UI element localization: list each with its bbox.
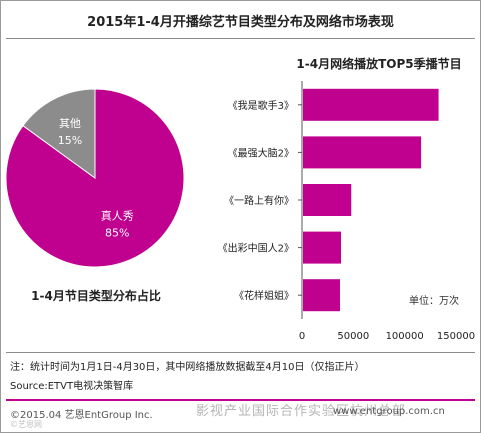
pie-slice-value: 15% bbox=[58, 134, 82, 147]
pie-slice-value: 85% bbox=[105, 227, 129, 240]
x-tick-label: 100000 bbox=[386, 331, 424, 342]
y-tick-label: 《花样姐姐》 bbox=[234, 289, 294, 302]
y-tick-label: 《最强大脑2》 bbox=[228, 146, 294, 159]
y-tick-label: 《出彩中国人2》 bbox=[218, 242, 294, 255]
bar bbox=[303, 184, 352, 216]
x-tick-label: 150000 bbox=[437, 331, 475, 342]
x-tick-label: 50000 bbox=[337, 331, 369, 342]
watermark-small: ©艺恩网 bbox=[10, 420, 42, 429]
y-tick-label: 《我是歌手3》 bbox=[228, 99, 294, 112]
x-tick-label: 0 bbox=[299, 331, 305, 342]
bar-chart: 《我是歌手3》《最强大脑2》《一路上有你》《出彩中国人2》《花样姐姐》 0 5000… bbox=[218, 81, 475, 342]
unit-label: 单位：万次 bbox=[409, 296, 459, 307]
bar bbox=[303, 136, 422, 169]
notes-divider bbox=[6, 352, 475, 353]
bar bbox=[303, 88, 439, 121]
bar-chart-title: 1-4月网络播放TOP5季播节目 bbox=[296, 57, 462, 71]
footnote: 注：统计时间为1月1日-4月30日，其中网络播放数据截至4月10日（仅指正片） bbox=[10, 362, 365, 373]
bar bbox=[303, 279, 340, 312]
source-note: Source:ETVT电视决策智库 bbox=[10, 381, 134, 392]
footer-rule bbox=[6, 399, 475, 401]
copyright: ©2015.04 艺恩EntGroup Inc. bbox=[10, 410, 153, 421]
pie-chart: 真人秀 85% 其他 15% bbox=[5, 88, 185, 268]
pie-slice bbox=[22, 88, 96, 179]
watermark: 影视产业国际合作实验区杭州总部 bbox=[196, 404, 407, 419]
title-divider bbox=[6, 38, 475, 39]
bar bbox=[303, 231, 342, 264]
pie-slice-label: 其他 bbox=[59, 117, 81, 130]
y-tick-label: 《一路上有你》 bbox=[224, 194, 294, 207]
website-url: www.entgroup.com.cn bbox=[333, 406, 445, 417]
pie-slice-label: 真人秀 bbox=[101, 209, 134, 223]
pie-chart-title: 1-4月节目类型分布占比 bbox=[31, 289, 161, 303]
page-title: 2015年1-4月开播综艺节目类型分布及网络市场表现 bbox=[87, 15, 394, 30]
